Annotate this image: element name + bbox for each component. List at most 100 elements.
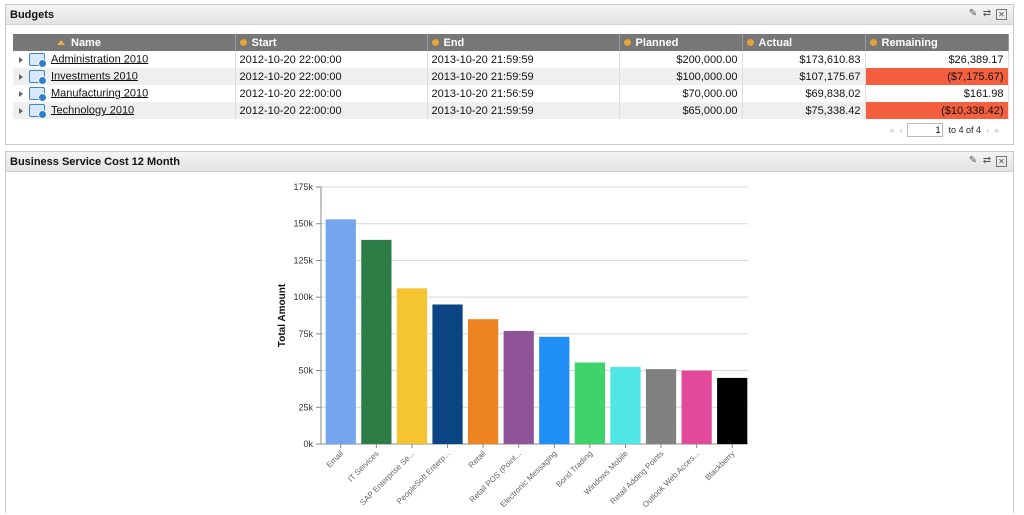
cost-chart-panel: Business Service Cost 12 Month ✎ ⇄ ✕ 0k 2…	[5, 151, 1014, 513]
y-tick-label: 75k	[298, 329, 313, 339]
end-cell: 2013-10-20 21:56:59	[427, 85, 620, 102]
column-header-actual[interactable]: Actual	[742, 34, 866, 51]
y-axis-label: Total Amount	[277, 283, 288, 347]
column-header-label: Name	[71, 36, 101, 49]
x-tick-label: Email	[325, 449, 346, 470]
start-cell: 2012-10-20 22:00:00	[235, 102, 428, 119]
page-total-text: to 4 of 4	[948, 125, 981, 135]
planned-cell: $200,000.00	[619, 51, 743, 68]
previous-page-icon[interactable]: ‹	[899, 125, 903, 135]
column-menu-icon	[623, 39, 631, 47]
bar	[645, 369, 677, 444]
budgets-panel-tools: ✎ ⇄ ✕	[968, 9, 1007, 20]
x-tick-label: IT Services	[346, 449, 381, 484]
table-row: Investments 2010 2012-10-20 22:00:00 201…	[13, 68, 1009, 85]
planned-cell: $65,000.00	[619, 102, 743, 119]
actual-cell: $107,175.67	[742, 68, 866, 85]
column-menu-icon	[746, 39, 754, 47]
bar	[325, 219, 356, 444]
y-tick-label: 100k	[293, 292, 313, 302]
next-page-icon[interactable]: ›	[985, 125, 989, 135]
y-tick-label: 0k	[303, 439, 313, 449]
expand-arrow-icon[interactable]	[19, 56, 23, 63]
budget-icon	[29, 53, 47, 68]
column-header-name[interactable]: Name	[13, 34, 236, 51]
remaining-cell: ($7,175.67)	[865, 68, 1009, 85]
budgets-panel: Budgets ✎ ⇄ ✕ Name Start End Planned Act…	[5, 4, 1014, 145]
x-tick-label: Retail	[467, 449, 488, 470]
budget-icon	[29, 104, 47, 119]
column-header-remaining[interactable]: Remaining	[865, 34, 1009, 51]
table-header-row: Name Start End Planned Actual Remaining	[13, 34, 1009, 51]
bar	[468, 319, 499, 444]
close-icon[interactable]: ✕	[996, 9, 1007, 20]
column-header-end[interactable]: End	[427, 34, 620, 51]
bar	[539, 336, 570, 444]
bar-chart: 0k 25k 50k 75k 100k 125k 150k 175k Total Amount E…	[277, 182, 748, 509]
close-icon[interactable]: ✕	[996, 156, 1007, 167]
actual-cell: $69,838.02	[742, 85, 866, 102]
end-cell: 2013-10-20 21:59:59	[427, 102, 620, 119]
budget-icon	[29, 87, 47, 102]
last-page-icon[interactable]: »	[993, 125, 999, 135]
bar	[396, 288, 428, 444]
edit-icon[interactable]: ✎	[968, 155, 978, 166]
sort-ascending-icon	[57, 40, 65, 46]
planned-cell: $70,000.00	[619, 85, 743, 102]
y-tick-label: 50k	[298, 366, 313, 376]
column-header-start[interactable]: Start	[235, 34, 428, 51]
table-row: Administration 2010 2012-10-20 22:00:00 …	[13, 51, 1009, 68]
end-cell: 2013-10-20 21:59:59	[427, 51, 620, 68]
x-tick-label: Blackberry	[704, 449, 737, 482]
start-cell: 2012-10-20 22:00:00	[235, 85, 428, 102]
cost-chart-panel-title: Business Service Cost 12 Month	[10, 156, 180, 168]
cost-chart-panel-header: Business Service Cost 12 Month ✎ ⇄ ✕	[6, 152, 1013, 172]
refresh-icon[interactable]: ⇄	[982, 155, 992, 166]
column-header-label: End	[443, 36, 465, 49]
y-tick-label: 25k	[298, 402, 313, 412]
table-row: Manufacturing 2010 2012-10-20 22:00:00 2…	[13, 85, 1009, 102]
budgets-table: Name Start End Planned Actual Remaining …	[13, 34, 1009, 119]
column-header-label: Actual	[758, 36, 793, 49]
table-row: Technology 2010 2012-10-20 22:00:00 2013…	[13, 102, 1009, 119]
column-menu-icon	[869, 39, 877, 47]
page-number-input[interactable]	[907, 123, 944, 137]
refresh-icon[interactable]: ⇄	[982, 8, 992, 19]
bar	[361, 239, 392, 444]
first-page-icon[interactable]: «	[889, 125, 895, 135]
bar	[717, 377, 748, 444]
column-menu-icon	[239, 39, 247, 47]
bar	[432, 304, 463, 444]
y-tick-label: 125k	[293, 255, 313, 265]
budget-name-link[interactable]: Investments 2010	[51, 70, 138, 83]
remaining-cell: $26,389.17	[865, 51, 1009, 68]
column-header-label: Remaining	[881, 36, 938, 49]
actual-cell: $173,610.83	[742, 51, 866, 68]
end-cell: 2013-10-20 21:59:59	[427, 68, 620, 85]
pager: « ‹ to 4 of 4 › »	[889, 123, 999, 137]
start-cell: 2012-10-20 22:00:00	[235, 68, 428, 85]
y-tick-label: 175k	[293, 182, 313, 192]
expand-arrow-icon[interactable]	[19, 73, 23, 80]
y-tick-label: 150k	[293, 219, 313, 229]
budgets-panel-header: Budgets ✎ ⇄ ✕	[6, 5, 1013, 25]
start-cell: 2012-10-20 22:00:00	[235, 51, 428, 68]
budget-name-link[interactable]: Manufacturing 2010	[51, 87, 149, 100]
budget-name-link[interactable]: Administration 2010	[51, 53, 149, 66]
planned-cell: $100,000.00	[619, 68, 743, 85]
budget-icon	[29, 70, 47, 85]
bar	[503, 330, 534, 444]
cost-chart-panel-tools: ✎ ⇄ ✕	[968, 156, 1007, 167]
column-header-planned[interactable]: Planned	[619, 34, 743, 51]
edit-icon[interactable]: ✎	[968, 8, 978, 19]
remaining-cell: ($10,338.42)	[865, 102, 1009, 119]
column-header-label: Planned	[635, 36, 679, 49]
expand-arrow-icon[interactable]	[19, 107, 23, 114]
budget-name-link[interactable]: Technology 2010	[51, 104, 135, 117]
expand-arrow-icon[interactable]	[19, 90, 23, 97]
column-header-label: Start	[251, 36, 277, 49]
actual-cell: $75,338.42	[742, 102, 866, 119]
bar	[610, 366, 641, 444]
bar	[681, 370, 712, 444]
remaining-cell: $161.98	[865, 85, 1009, 102]
